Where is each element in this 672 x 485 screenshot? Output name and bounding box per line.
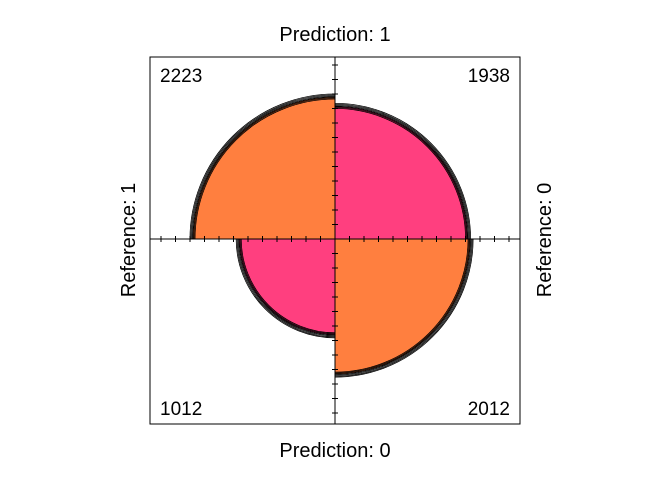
label-bottom: Prediction: 0 [279, 440, 390, 462]
count-top-left: 2223 [160, 66, 202, 87]
plot-frame [149, 56, 521, 425]
label-top: Prediction: 1 [279, 24, 390, 46]
quadrant-sector-top-right [334, 105, 469, 240]
label-left: Reference: 1 [118, 183, 140, 298]
quadrant-sectors [192, 96, 471, 375]
confidence-ring-top-left-3 [190, 94, 336, 240]
confidence-ring-bottom-right-2 [334, 238, 472, 376]
confidence-ring-bottom-right-0 [334, 238, 469, 373]
confidence-rings [189, 93, 474, 378]
quadrant-sector-bottom-right [334, 238, 471, 375]
center-axes [150, 57, 520, 424]
confidence-ring-bottom-left-2 [237, 238, 336, 337]
count-top-right: 1938 [468, 66, 510, 87]
confidence-ring-top-right-4 [334, 103, 471, 240]
quadrant-sector-top-left [192, 96, 336, 240]
count-bottom-left: 1012 [160, 399, 202, 420]
confidence-ring-bottom-left-1 [239, 238, 336, 335]
confidence-ring-top-right-2 [334, 105, 469, 240]
confidence-ring-bottom-left-4 [235, 238, 336, 339]
confidence-ring-bottom-right-3 [334, 238, 473, 377]
confidence-ring-top-right-1 [334, 107, 467, 240]
confidence-ring-top-right-0 [334, 108, 466, 240]
confidence-ring-top-left-4 [189, 93, 336, 240]
quadrant-sector-bottom-left [238, 238, 336, 336]
confidence-ring-bottom-left-0 [240, 238, 336, 334]
confidence-ring-bottom-right-1 [334, 238, 470, 374]
confidence-ring-top-left-0 [194, 98, 336, 240]
confidence-ring-top-right-3 [334, 104, 470, 240]
label-right: Reference: 0 [534, 183, 556, 298]
confidence-ring-bottom-right-4 [334, 238, 474, 378]
confidence-ring-top-left-1 [193, 97, 336, 240]
confidence-ring-bottom-left-3 [236, 238, 336, 338]
count-bottom-right: 2012 [468, 399, 510, 420]
confidence-ring-top-left-2 [191, 95, 336, 240]
